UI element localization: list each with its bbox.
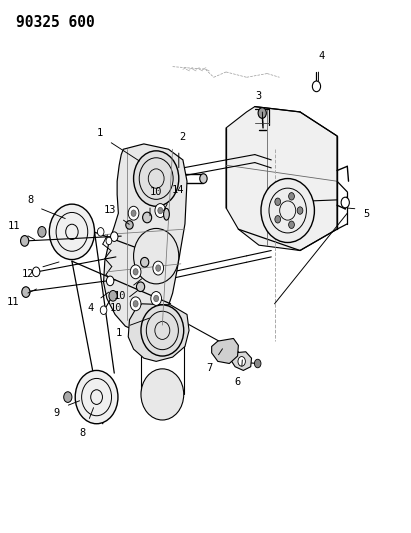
Circle shape <box>289 221 294 229</box>
Circle shape <box>151 292 162 305</box>
Circle shape <box>22 287 30 297</box>
Circle shape <box>155 204 166 217</box>
Circle shape <box>109 290 117 301</box>
Circle shape <box>38 227 46 237</box>
Circle shape <box>97 228 104 236</box>
Circle shape <box>21 236 29 246</box>
Circle shape <box>238 357 245 366</box>
Text: 3: 3 <box>256 91 262 101</box>
Ellipse shape <box>134 229 179 284</box>
Circle shape <box>133 301 138 307</box>
Circle shape <box>32 267 40 277</box>
Text: 4: 4 <box>319 51 325 61</box>
Polygon shape <box>226 107 337 251</box>
Circle shape <box>289 192 294 200</box>
Text: 13: 13 <box>103 205 116 215</box>
Ellipse shape <box>75 370 118 424</box>
Ellipse shape <box>143 212 152 223</box>
Circle shape <box>156 265 161 271</box>
Circle shape <box>297 207 303 214</box>
Text: 1: 1 <box>97 128 104 138</box>
Ellipse shape <box>136 282 145 292</box>
Circle shape <box>153 261 164 275</box>
Polygon shape <box>212 338 238 364</box>
Text: 90325 600: 90325 600 <box>16 15 95 30</box>
Circle shape <box>111 232 118 241</box>
Ellipse shape <box>49 204 95 260</box>
Circle shape <box>254 359 261 368</box>
Circle shape <box>275 215 281 223</box>
Text: 7: 7 <box>207 363 213 373</box>
Ellipse shape <box>141 305 184 356</box>
Circle shape <box>106 237 112 245</box>
Text: 2: 2 <box>179 132 185 142</box>
Polygon shape <box>231 352 252 370</box>
Ellipse shape <box>261 179 314 243</box>
Circle shape <box>64 392 72 402</box>
Text: 4: 4 <box>87 303 93 313</box>
Text: 11: 11 <box>7 221 20 231</box>
Circle shape <box>130 297 141 311</box>
Polygon shape <box>104 144 187 332</box>
Circle shape <box>130 265 141 279</box>
Text: 10: 10 <box>110 303 122 312</box>
Text: 5: 5 <box>364 209 370 220</box>
Polygon shape <box>128 304 189 361</box>
Circle shape <box>100 306 107 314</box>
Text: 12: 12 <box>22 269 34 279</box>
Text: 10: 10 <box>150 187 162 197</box>
Text: 9: 9 <box>53 408 60 418</box>
Text: 14: 14 <box>172 185 185 195</box>
Text: 8: 8 <box>27 196 33 206</box>
Circle shape <box>158 207 163 214</box>
Circle shape <box>258 108 266 118</box>
Circle shape <box>106 276 114 286</box>
Text: 1: 1 <box>115 328 122 338</box>
Text: 8: 8 <box>79 428 85 438</box>
Circle shape <box>128 206 139 220</box>
Circle shape <box>133 269 138 275</box>
Circle shape <box>154 295 159 302</box>
Circle shape <box>312 81 321 92</box>
Ellipse shape <box>141 369 184 420</box>
Text: 10: 10 <box>114 291 126 301</box>
Text: 6: 6 <box>235 377 241 387</box>
Ellipse shape <box>164 208 169 220</box>
Ellipse shape <box>134 151 179 206</box>
Ellipse shape <box>141 257 149 267</box>
Circle shape <box>341 197 349 208</box>
Ellipse shape <box>126 221 133 229</box>
Circle shape <box>275 198 281 206</box>
Text: 11: 11 <box>7 297 20 307</box>
Ellipse shape <box>200 174 207 183</box>
Circle shape <box>131 210 136 216</box>
